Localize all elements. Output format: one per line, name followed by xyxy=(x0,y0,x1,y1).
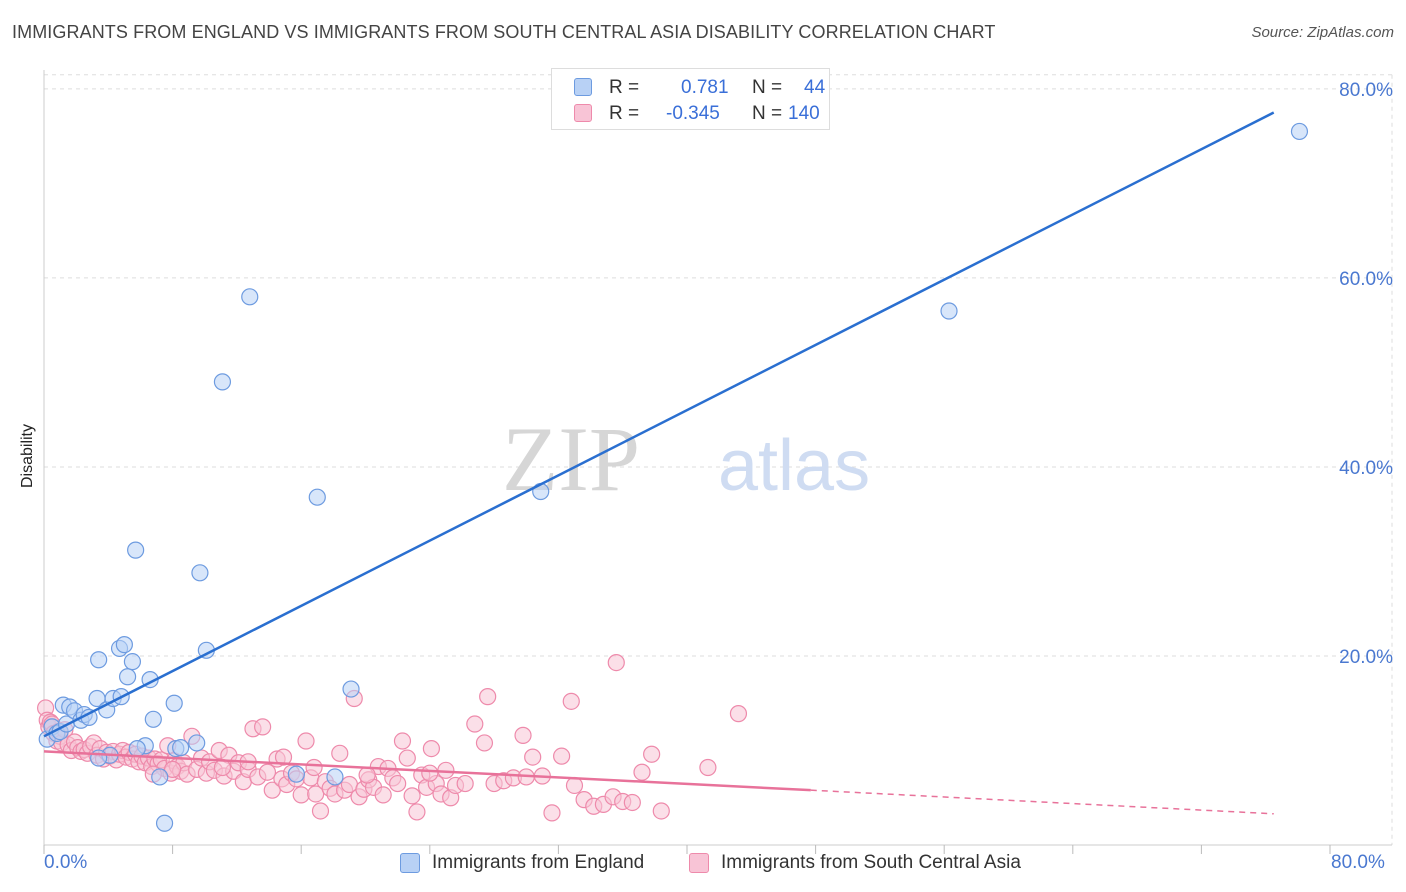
data-point xyxy=(403,787,421,805)
data-point xyxy=(643,745,661,763)
data-point xyxy=(292,786,310,804)
data-point xyxy=(408,803,426,821)
data-point xyxy=(729,705,748,723)
data-point xyxy=(393,732,412,750)
data-point xyxy=(940,302,958,320)
data-point xyxy=(172,739,190,757)
data-point xyxy=(90,749,108,767)
data-point xyxy=(144,710,162,728)
y-tick-label: 20.0% xyxy=(1339,647,1393,668)
chart-title: IMMIGRANTS FROM ENGLAND VS IMMIGRANTS FR… xyxy=(12,22,996,42)
trend-line-england xyxy=(43,111,1275,738)
data-point xyxy=(308,488,326,506)
data-point xyxy=(374,786,392,804)
data-point xyxy=(151,768,169,786)
source-label: Source: ZipAtlas.com xyxy=(1251,24,1394,41)
grid-lines xyxy=(44,74,1393,845)
legend-r-value-asia: -0.345 xyxy=(666,103,720,124)
data-point xyxy=(191,564,209,582)
legend-swatch-asia xyxy=(689,853,709,873)
data-point xyxy=(307,785,325,803)
data-point xyxy=(514,726,532,744)
data-point xyxy=(479,688,497,706)
legend-label-asia: Immigrants from South Central Asia xyxy=(721,852,1021,873)
data-point xyxy=(128,739,146,758)
data-point xyxy=(127,541,145,559)
watermark-atlas: atlas xyxy=(718,426,870,506)
data-point xyxy=(342,680,360,698)
data-point xyxy=(287,765,305,783)
trend-lines xyxy=(43,111,1275,815)
data-point xyxy=(607,653,625,672)
legend-swatch-asia xyxy=(574,104,592,122)
data-point xyxy=(311,802,330,820)
data-point xyxy=(652,802,670,820)
data-point xyxy=(358,766,376,784)
data-point xyxy=(562,692,580,710)
legend-r-value-england: 0.781 xyxy=(681,77,729,98)
data-point xyxy=(565,776,584,795)
data-point xyxy=(633,763,651,781)
y-tick-label: 80.0% xyxy=(1339,80,1393,101)
data-point xyxy=(241,288,259,306)
legend-label-england: Immigrants from England xyxy=(432,852,645,873)
points-england xyxy=(38,122,1309,832)
data-point xyxy=(263,781,281,799)
data-point xyxy=(422,739,441,758)
data-point xyxy=(274,748,293,766)
data-point xyxy=(524,748,542,766)
y-tick-label: 60.0% xyxy=(1339,269,1393,290)
data-point xyxy=(297,732,315,750)
data-point xyxy=(188,734,206,752)
data-point xyxy=(389,774,407,793)
correlation-legend: R = 0.781 N = 44 R = -0.345 N = 140 xyxy=(551,68,830,130)
data-point xyxy=(456,774,474,793)
data-point xyxy=(543,804,561,822)
data-point xyxy=(164,760,182,778)
data-point xyxy=(466,715,484,733)
y-tick-labels: 20.0% 40.0% 60.0% 80.0% xyxy=(1339,80,1393,668)
data-point xyxy=(475,734,494,752)
x-tick-left: 0.0% xyxy=(44,852,88,873)
trend-line-asia xyxy=(43,750,811,792)
legend-r-label: R = xyxy=(609,77,640,98)
data-point xyxy=(258,763,277,781)
legend-r-label: R = xyxy=(609,103,640,124)
legend-swatch-england xyxy=(400,853,420,873)
data-point xyxy=(398,749,416,767)
data-point xyxy=(115,636,133,654)
data-point xyxy=(699,758,717,777)
trend-line-asia-extension xyxy=(810,789,1274,815)
watermark: ZIP atlas xyxy=(502,408,870,510)
data-point xyxy=(421,764,439,782)
data-point xyxy=(118,668,137,686)
legend-n-value-england: 44 xyxy=(804,77,826,98)
series-legend: Immigrants from England Immigrants from … xyxy=(0,852,1406,876)
legend-swatch-england xyxy=(574,78,592,96)
legend-n-label: N = xyxy=(752,77,783,98)
legend-n-value-asia: 140 xyxy=(788,103,820,124)
data-point xyxy=(305,758,323,777)
data-point xyxy=(254,718,272,736)
data-point xyxy=(331,744,349,762)
data-point xyxy=(123,653,142,671)
data-point xyxy=(553,747,571,765)
x-tick-right: 80.0% xyxy=(1331,852,1385,873)
legend-n-label: N = xyxy=(752,103,783,124)
data-point xyxy=(326,768,344,786)
data-point xyxy=(623,793,641,812)
y-tick-label: 40.0% xyxy=(1339,458,1393,479)
data-point xyxy=(90,651,108,669)
data-point xyxy=(165,694,183,712)
data-point xyxy=(213,373,232,391)
data-point xyxy=(1290,122,1309,141)
data-point xyxy=(155,814,174,832)
